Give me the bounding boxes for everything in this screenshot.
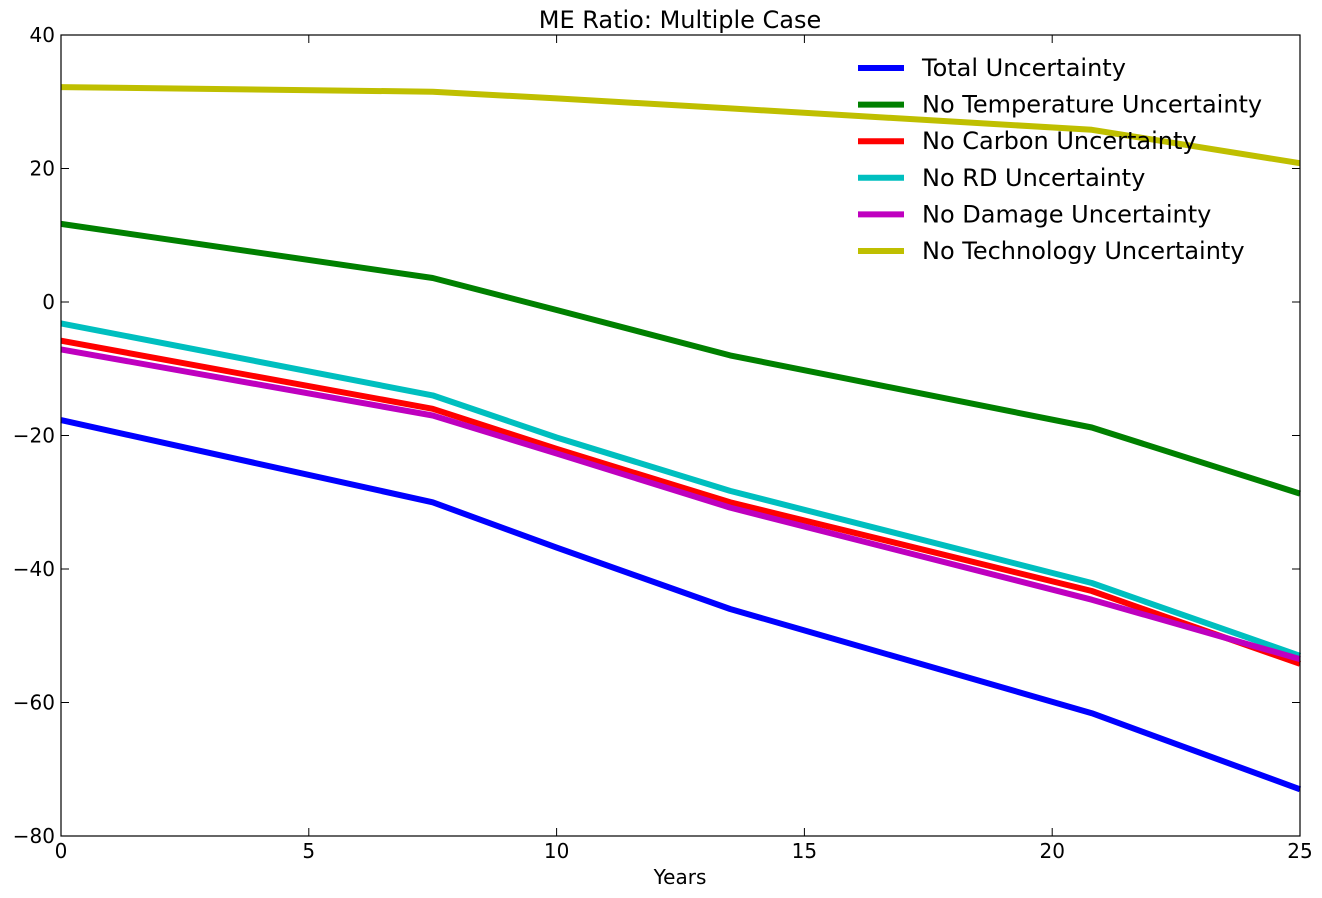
legend-label-6: No Technology Uncertainty xyxy=(922,237,1245,265)
y-tick-label: 40 xyxy=(30,23,55,47)
y-tick-label: −20 xyxy=(13,424,55,448)
series-line-5 xyxy=(60,346,1301,662)
x-tick-label: 10 xyxy=(544,839,569,863)
x-tick-label: 15 xyxy=(792,839,817,863)
x-tick-label: 20 xyxy=(1039,839,1064,863)
series-line-4 xyxy=(60,320,1301,659)
chart-title: ME Ratio: Multiple Case xyxy=(539,6,822,34)
legend-label-4: No RD Uncertainty xyxy=(922,164,1145,192)
ticks-layer: 0 5 10 15 20 25 −80 −60 −40 −20 0 20 40 xyxy=(13,23,1313,863)
legend: Total Uncertainty No Temperature Uncertai… xyxy=(858,54,1262,265)
series-line-6 xyxy=(60,84,1301,167)
x-tick-label: 25 xyxy=(1287,839,1312,863)
legend-label-5: No Damage Uncertainty xyxy=(922,200,1211,228)
series-line-1 xyxy=(60,417,1302,793)
y-tick-label: −60 xyxy=(13,691,55,715)
series-line-2 xyxy=(60,220,1301,497)
series-line-3 xyxy=(60,337,1301,667)
legend-label-3: No Carbon Uncertainty xyxy=(922,127,1197,155)
series-layer xyxy=(60,84,1302,793)
y-tick-label: 0 xyxy=(42,290,55,314)
legend-label-1: Total Uncertainty xyxy=(921,54,1126,82)
y-tick-label: −80 xyxy=(13,824,55,848)
y-tick-label: 20 xyxy=(30,157,55,181)
x-tick-label: 0 xyxy=(55,839,68,863)
x-tick-label: 5 xyxy=(302,839,315,863)
legend-label-2: No Temperature Uncertainty xyxy=(922,91,1262,119)
y-tick-label: −40 xyxy=(13,557,55,581)
x-axis-title: Years xyxy=(653,865,707,889)
